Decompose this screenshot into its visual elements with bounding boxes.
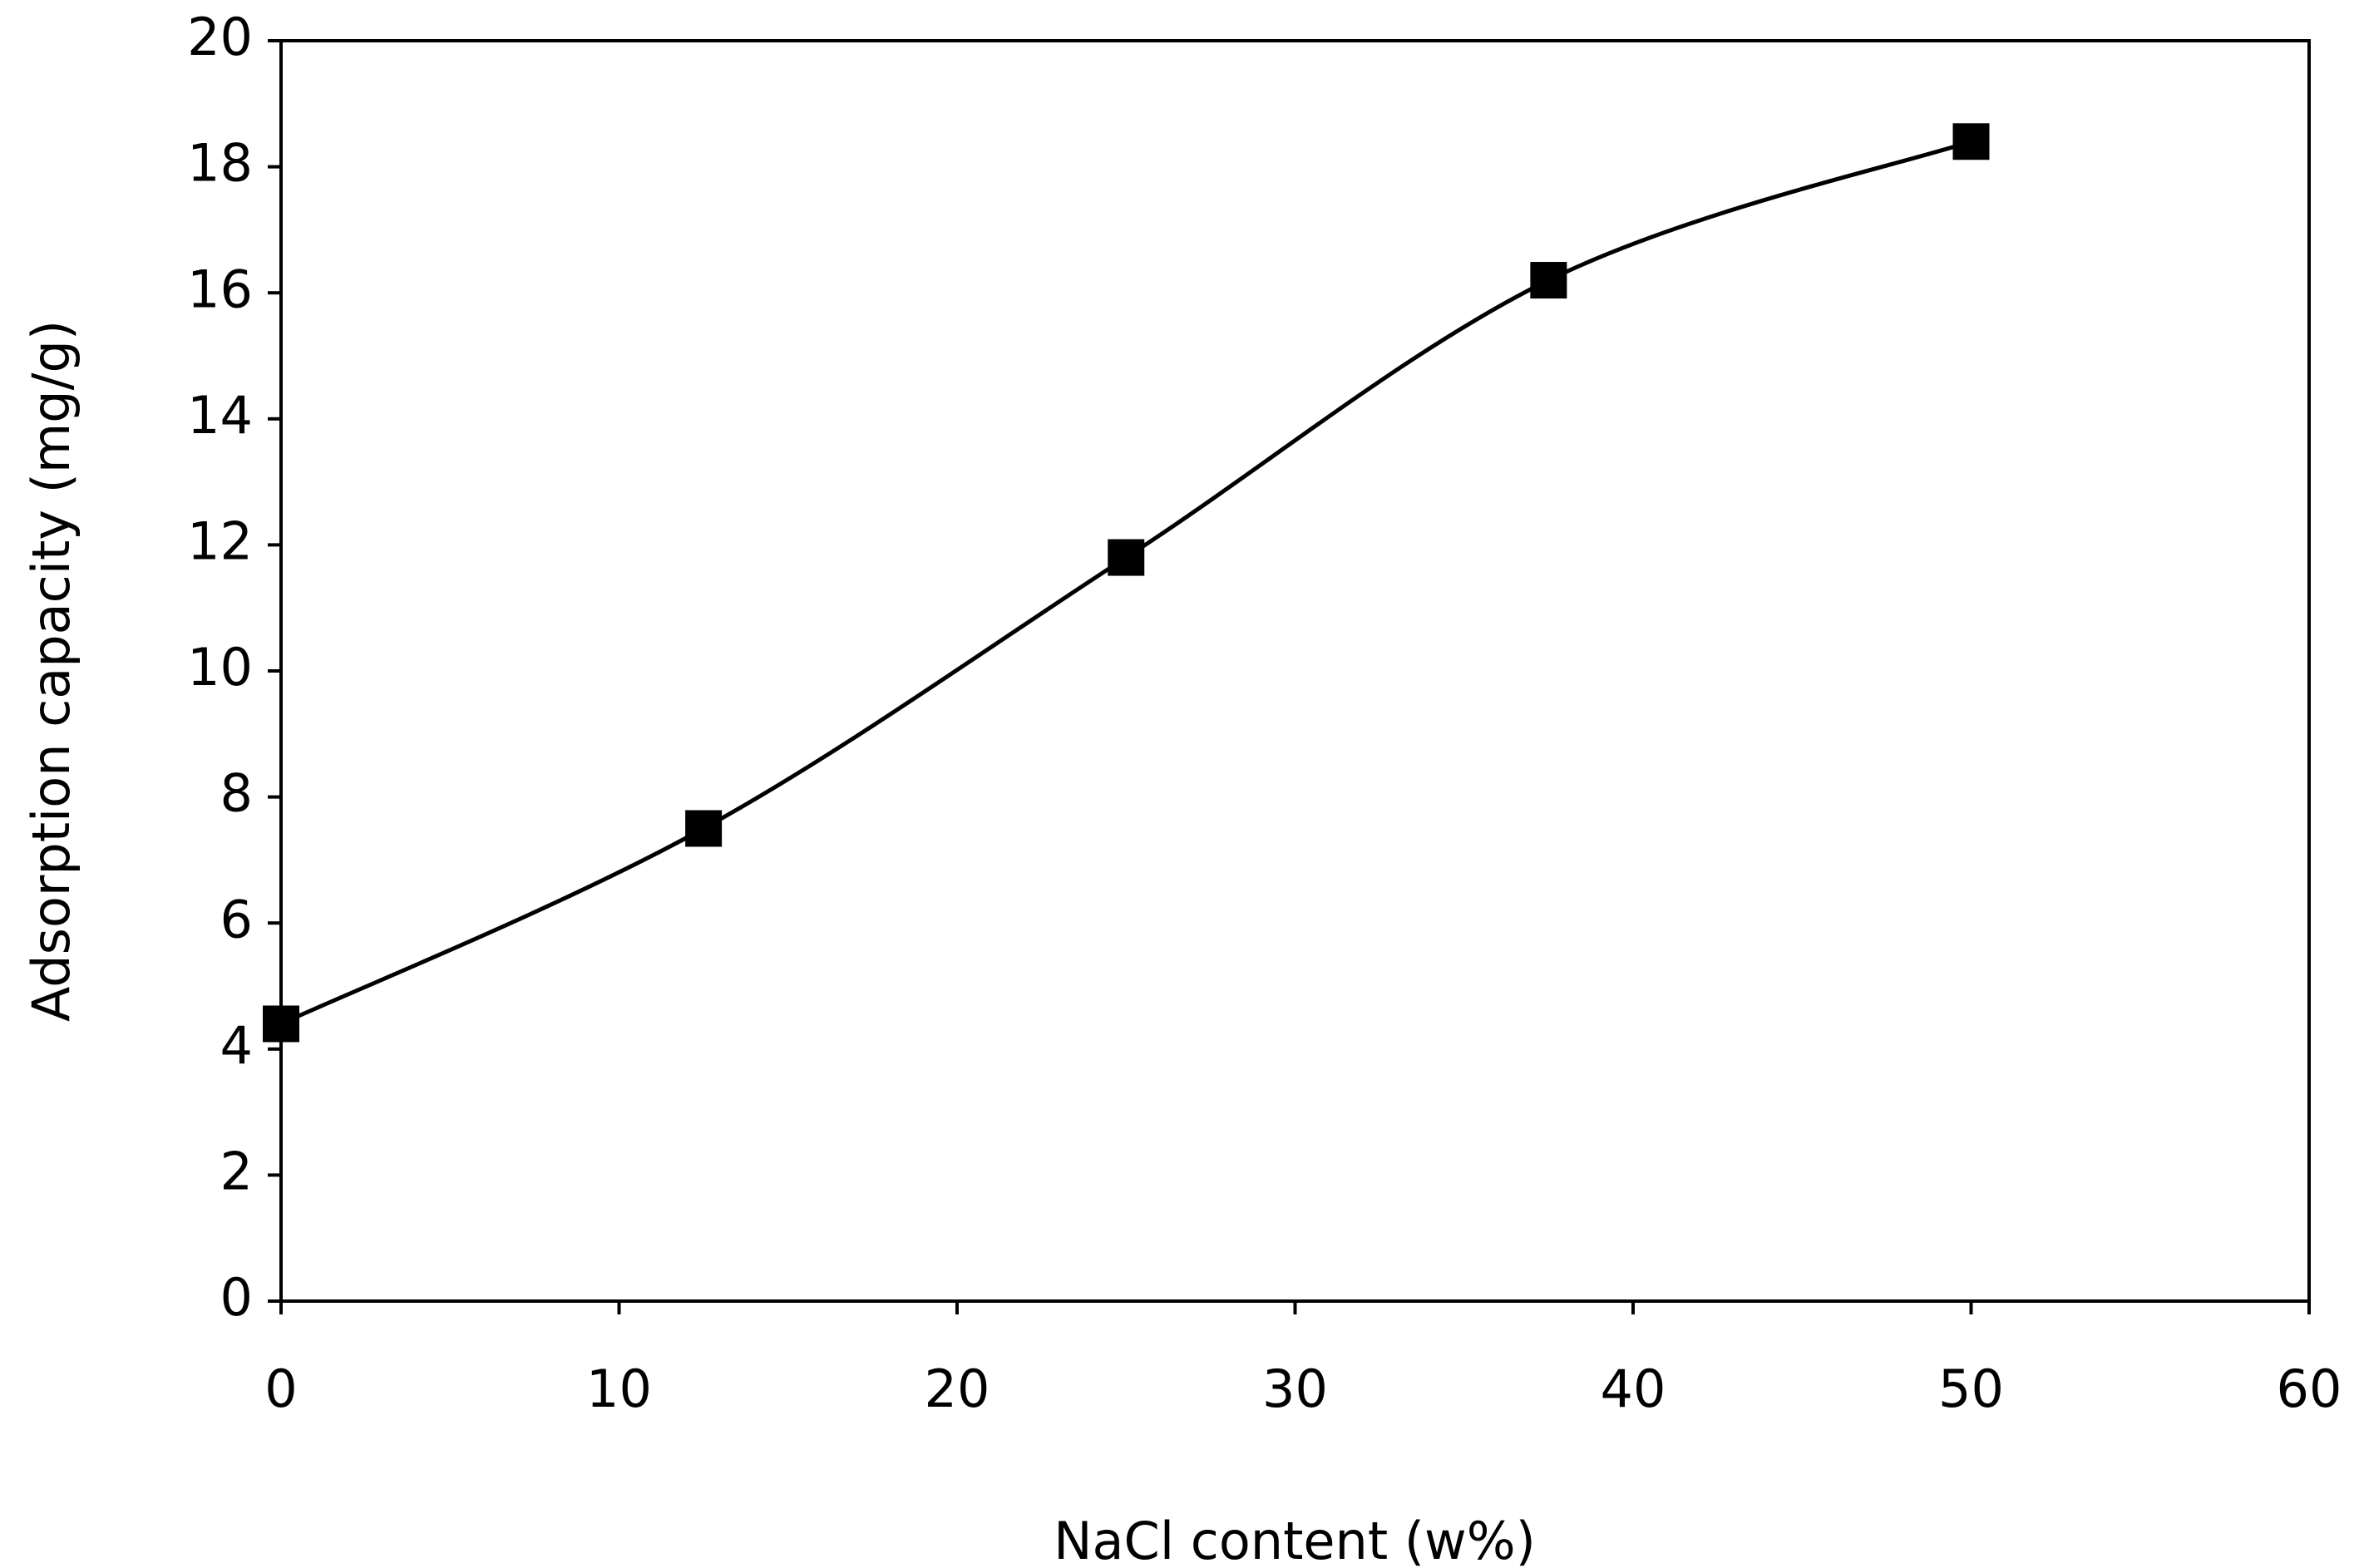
y-tick-label: 20 [187,7,253,67]
data-point [1108,539,1145,576]
y-tick-label: 8 [220,763,253,824]
y-tick-label: 2 [220,1141,253,1201]
y-tick-label: 6 [220,889,253,949]
y-tick-label: 0 [220,1267,253,1328]
x-tick-label: 60 [2277,1358,2342,1419]
data-point [685,810,723,847]
y-tick-label: 18 [187,133,253,194]
x-tick-label: 10 [586,1358,652,1419]
y-tick-label: 16 [187,259,253,319]
y-tick-label: 14 [187,385,253,446]
y-axis-title: Adsorption capacity (mg/g) [21,320,81,1022]
x-axis-title: NaCl content (w%) [1054,1511,1536,1568]
y-tick-label: 4 [220,1015,253,1076]
x-tick-label: 20 [925,1358,990,1419]
trend-line [279,139,1972,1026]
data-point [1530,262,1567,299]
x-tick-label: 0 [264,1358,297,1419]
y-tick-label: 12 [187,510,253,571]
x-tick-label: 40 [1601,1358,1666,1419]
x-tick-label: 30 [1262,1358,1328,1419]
plot-frame [279,39,2311,1303]
x-tick-label: 50 [1938,1358,2004,1419]
y-tick-label: 10 [187,637,253,698]
data-point [1952,123,1990,160]
data-point [263,1005,299,1043]
